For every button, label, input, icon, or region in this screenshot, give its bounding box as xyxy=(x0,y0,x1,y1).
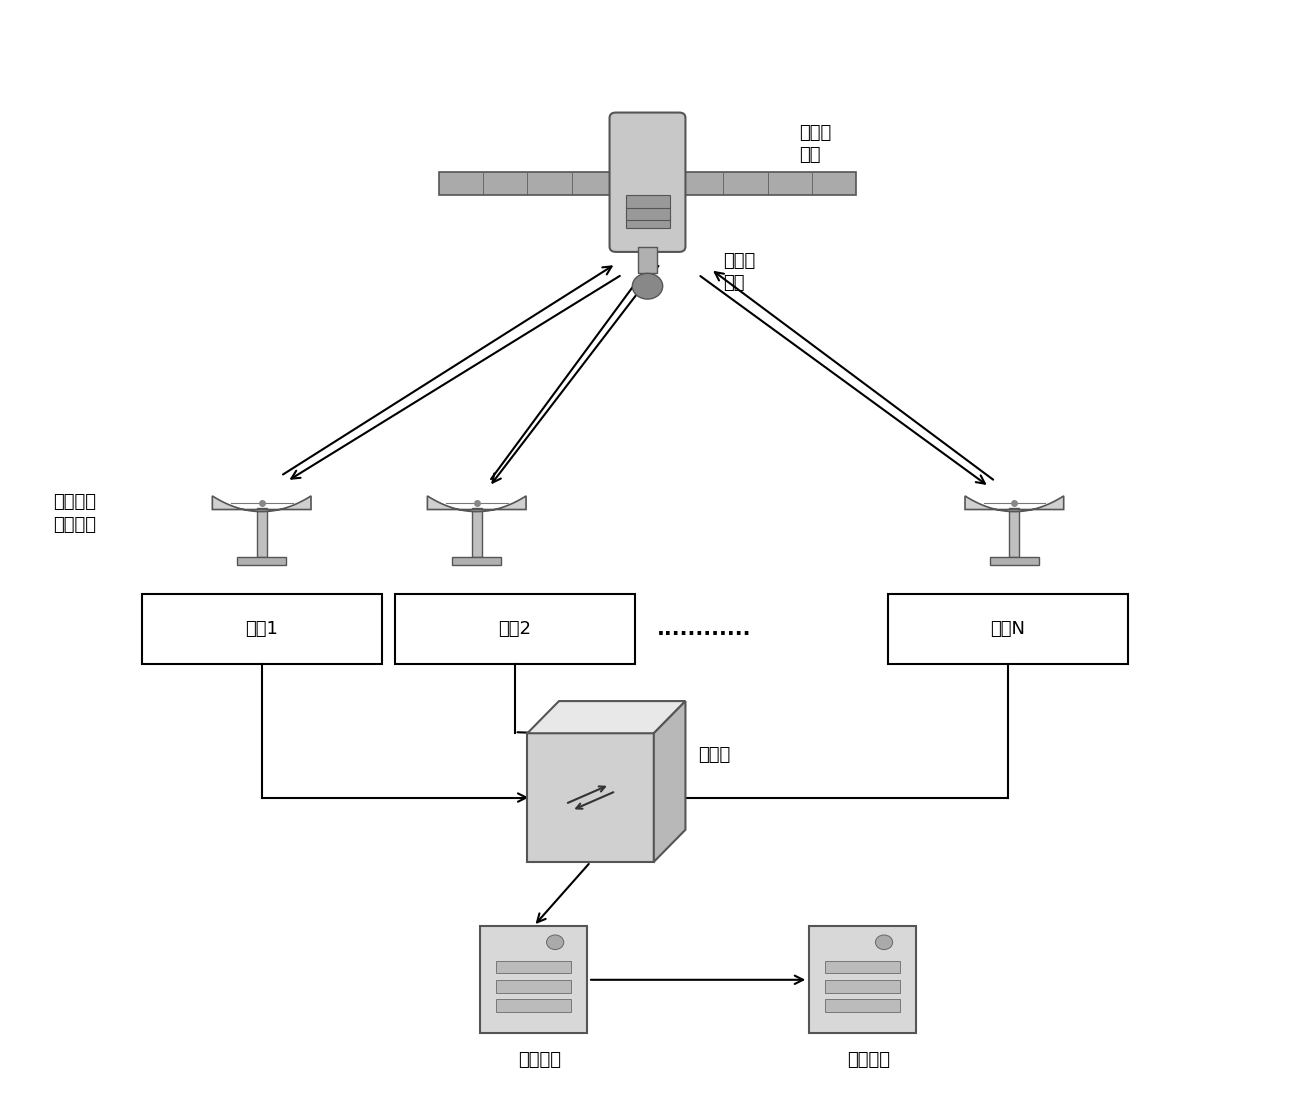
Polygon shape xyxy=(654,701,685,862)
Bar xyxy=(989,557,1039,565)
Bar xyxy=(809,926,917,1034)
Bar xyxy=(480,926,588,1034)
Bar xyxy=(527,733,654,862)
Bar xyxy=(452,557,501,565)
Bar xyxy=(439,172,616,195)
Polygon shape xyxy=(212,496,311,511)
Polygon shape xyxy=(427,496,526,511)
Bar xyxy=(237,557,286,565)
Circle shape xyxy=(632,273,663,299)
Bar xyxy=(625,216,671,228)
Bar xyxy=(638,247,657,273)
Text: 深空探
测器: 深空探 测器 xyxy=(799,123,831,164)
Text: 数据合成: 数据合成 xyxy=(518,1051,562,1069)
Polygon shape xyxy=(965,496,1063,511)
Bar xyxy=(141,594,382,663)
Text: 探测器
天线: 探测器 天线 xyxy=(724,252,756,292)
Bar xyxy=(471,508,482,557)
Bar xyxy=(625,195,671,208)
Text: 天线N: 天线N xyxy=(991,619,1026,638)
FancyBboxPatch shape xyxy=(610,112,685,252)
Text: 数据解调: 数据解调 xyxy=(847,1051,891,1069)
Text: ............: ............ xyxy=(657,619,751,639)
Bar xyxy=(256,508,267,557)
Text: 数据接收
伪距测量: 数据接收 伪距测量 xyxy=(53,494,96,533)
Bar xyxy=(395,594,635,663)
Bar xyxy=(625,207,671,219)
Bar xyxy=(496,980,571,993)
Text: 交换机: 交换机 xyxy=(698,746,730,764)
Bar xyxy=(496,961,571,973)
Bar xyxy=(888,594,1128,663)
Bar xyxy=(679,172,856,195)
Bar xyxy=(825,961,900,973)
Circle shape xyxy=(875,934,892,950)
Text: 天线2: 天线2 xyxy=(499,619,531,638)
Bar xyxy=(496,1000,571,1012)
Text: 天线1: 天线1 xyxy=(245,619,278,638)
Polygon shape xyxy=(527,701,685,733)
Bar xyxy=(825,980,900,993)
Circle shape xyxy=(546,934,563,950)
Bar xyxy=(1009,508,1019,557)
Bar xyxy=(825,1000,900,1012)
